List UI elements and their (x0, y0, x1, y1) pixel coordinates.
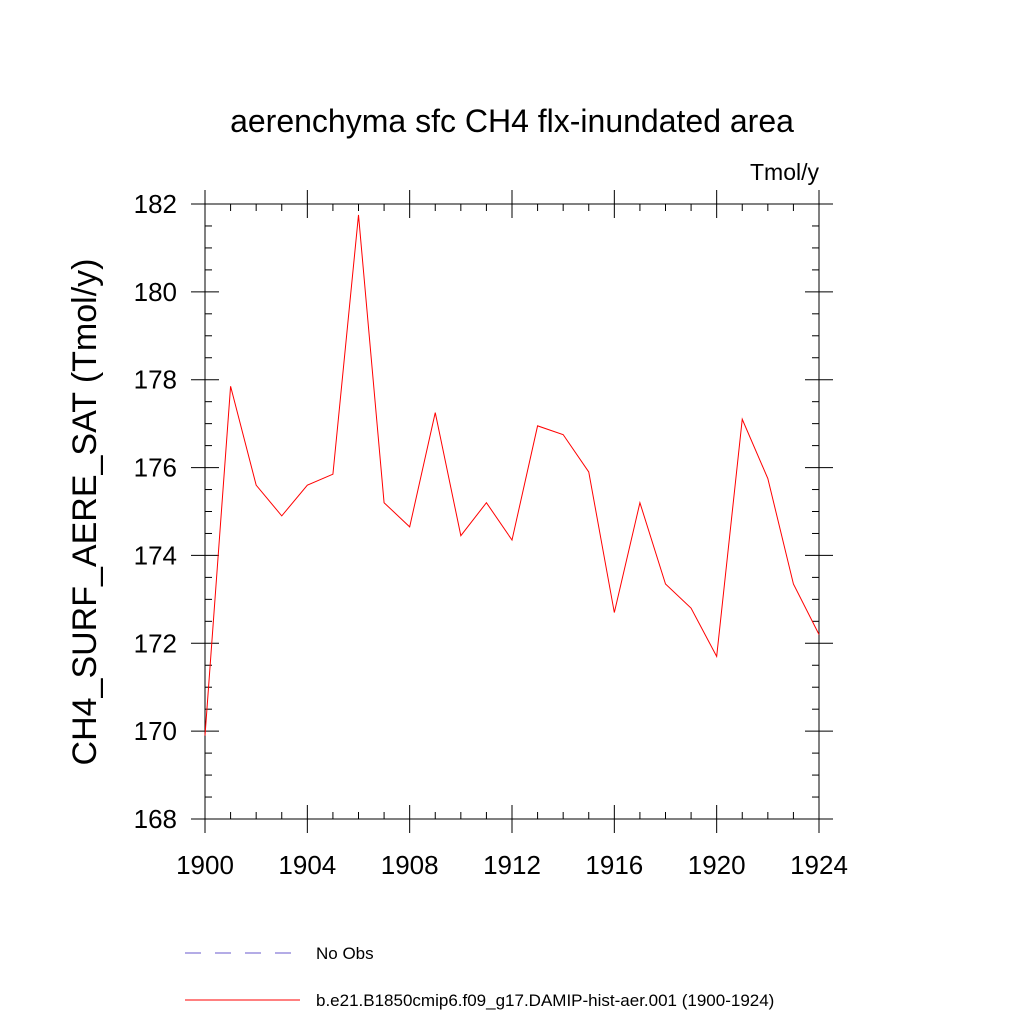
x-tick-label: 1920 (688, 850, 746, 880)
y-tick-label: 176 (134, 453, 177, 483)
major-ticks (191, 190, 833, 833)
units-label: Tmol/y (750, 159, 820, 185)
y-tick-label: 182 (134, 189, 177, 219)
x-tick-label: 1912 (483, 850, 541, 880)
y-tick-label: 168 (134, 804, 177, 834)
x-tick-label: 1900 (176, 850, 234, 880)
y-tick-labels: 168 170 172 174 176 178 180 182 (134, 189, 177, 834)
legend-label-no-obs: No Obs (316, 944, 374, 963)
legend: No Obs b.e21.B1850cmip6.f09_g17.DAMIP-hi… (185, 944, 774, 1010)
x-tick-label: 1904 (278, 850, 336, 880)
y-tick-label: 172 (134, 628, 177, 658)
x-tick-label: 1908 (381, 850, 439, 880)
y-tick-label: 178 (134, 365, 177, 395)
x-tick-label: 1916 (585, 850, 643, 880)
y-tick-label: 174 (134, 540, 177, 570)
y-axis-label: CH4_SURF_AERE_SAT (Tmol/y) (66, 259, 104, 766)
series-line-0 (204, 214, 820, 736)
chart-title: aerenchyma sfc CH4 flx-inundated area (230, 103, 794, 139)
plot-frame (204, 203, 820, 820)
legend-label-hist-aer: b.e21.B1850cmip6.f09_g17.DAMIP-hist-aer.… (316, 991, 774, 1010)
minor-ticks (205, 204, 819, 819)
x-tick-labels: 1900 1904 1908 1912 1916 1920 1924 (176, 850, 848, 880)
y-tick-label: 170 (134, 716, 177, 746)
series-lines (204, 214, 820, 736)
y-tick-label: 180 (134, 277, 177, 307)
x-tick-label: 1924 (790, 850, 848, 880)
